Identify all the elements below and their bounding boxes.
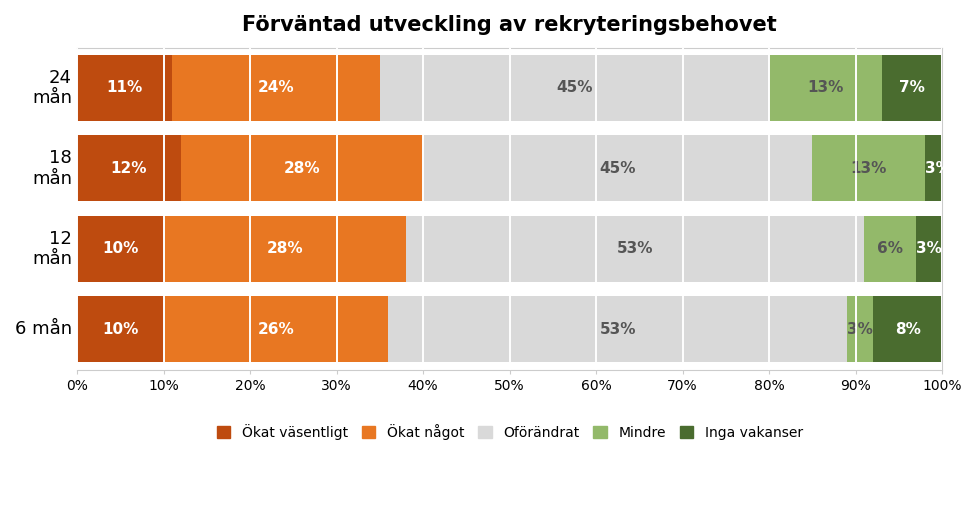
Bar	[172, 55, 380, 121]
Text: 24%: 24%	[258, 81, 294, 96]
Text: 13%: 13%	[851, 161, 887, 176]
Text: 53%: 53%	[600, 322, 636, 337]
Text: 26%: 26%	[258, 322, 294, 337]
Text: 12%: 12%	[110, 161, 148, 176]
Text: 13%: 13%	[807, 81, 843, 96]
Text: 3%: 3%	[925, 161, 951, 176]
Text: 28%: 28%	[283, 161, 320, 176]
Bar	[405, 216, 865, 282]
Bar	[163, 216, 405, 282]
Bar	[77, 55, 172, 121]
Bar	[865, 216, 916, 282]
Bar	[163, 296, 389, 362]
Text: 10%: 10%	[102, 322, 139, 337]
Bar	[77, 216, 163, 282]
Text: 45%: 45%	[556, 81, 593, 96]
Text: 7%: 7%	[899, 81, 925, 96]
Bar	[380, 55, 769, 121]
Bar	[925, 135, 951, 202]
Text: 10%: 10%	[102, 241, 139, 256]
Bar	[916, 216, 942, 282]
Text: 28%: 28%	[267, 241, 303, 256]
Bar	[77, 135, 181, 202]
Text: 3%: 3%	[916, 241, 942, 256]
Text: 45%: 45%	[600, 161, 636, 176]
Bar	[881, 55, 942, 121]
Title: Förväntad utveckling av rekryteringsbehovet: Förväntad utveckling av rekryteringsbeho…	[242, 15, 777, 35]
Text: 6%: 6%	[877, 241, 904, 256]
Text: 8%: 8%	[895, 322, 920, 337]
Bar	[873, 296, 942, 362]
Text: 3%: 3%	[847, 322, 873, 337]
Bar	[181, 135, 423, 202]
Text: 11%: 11%	[106, 81, 143, 96]
Bar	[77, 296, 163, 362]
Legend: Ökat väsentligt, Ökat något, Oförändrat, Mindre, Inga vakanser: Ökat väsentligt, Ökat något, Oförändrat,…	[211, 419, 808, 446]
Bar	[813, 135, 925, 202]
Bar	[423, 135, 813, 202]
Bar	[847, 296, 873, 362]
Text: 53%: 53%	[616, 241, 654, 256]
Bar	[389, 296, 847, 362]
Bar	[769, 55, 881, 121]
